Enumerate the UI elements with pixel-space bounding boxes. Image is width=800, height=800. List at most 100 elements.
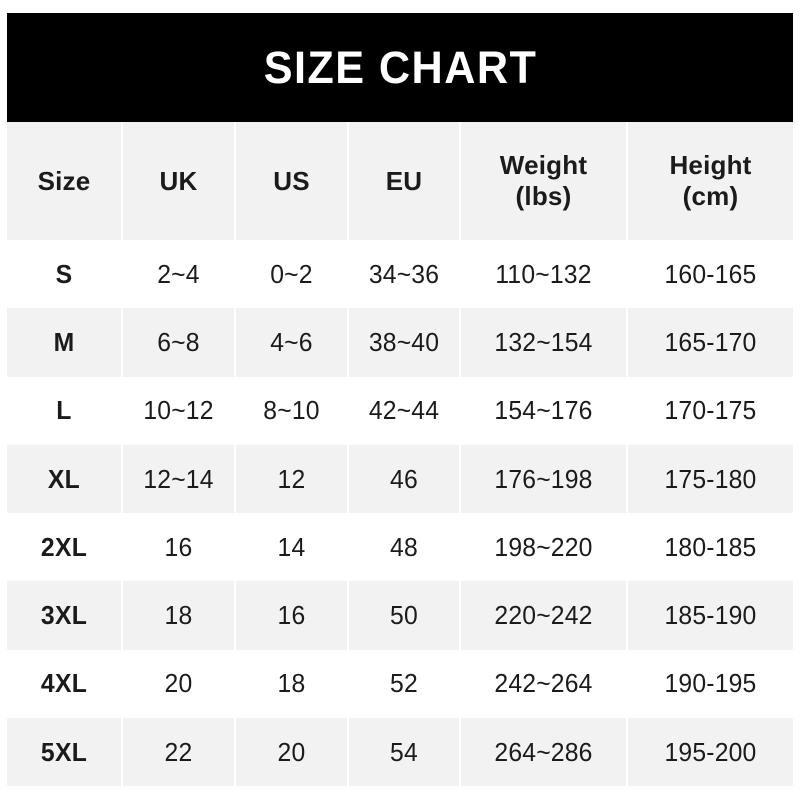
cell-value: 52	[390, 668, 418, 699]
table-row: XL 12~14 12 46 176~198 175-180	[7, 444, 793, 514]
cell-us: 4~6	[235, 308, 349, 377]
cell-value: 22	[164, 736, 193, 767]
cell-us: 12	[235, 444, 349, 514]
cell-value: 220~242	[494, 600, 593, 631]
cell-eu: 46	[348, 444, 461, 514]
cell-weight: 198~220	[460, 513, 628, 582]
cell-value: 160-165	[664, 258, 757, 289]
column-header-uk: UK	[122, 122, 236, 240]
cell-uk: 20	[122, 649, 236, 719]
cell-value: 12~14	[143, 463, 214, 494]
cell-us: 16	[235, 581, 349, 650]
cell-uk: 2~4	[122, 240, 236, 309]
cell-weight: 154~176	[460, 376, 628, 445]
cell-uk: 10~12	[122, 376, 236, 445]
cell-eu: 52	[348, 649, 461, 719]
cell-eu: 54	[348, 718, 461, 787]
cell-size-label: L	[7, 376, 123, 445]
cell-value: 154~176	[494, 395, 593, 426]
cell-value: 3XL	[40, 600, 88, 631]
cell-eu: 38~40	[348, 308, 461, 377]
cell-weight: 132~154	[460, 308, 628, 377]
table-row: 5XL 22 20 54 264~286 195-200	[7, 718, 793, 787]
table-row: S 2~4 0~2 34~36 110~132 160-165	[7, 240, 793, 309]
cell-value: 6~8	[157, 326, 200, 357]
cell-weight: 110~132	[460, 240, 628, 309]
cell-us: 14	[235, 513, 349, 582]
cell-value: 264~286	[494, 736, 593, 767]
cell-height: 160-165	[627, 240, 793, 308]
cell-value: 5XL	[40, 736, 88, 767]
table-row: L 10~12 8~10 42~44 154~176 170-175	[7, 376, 793, 445]
cell-uk: 6~8	[122, 308, 236, 377]
table-head: Size UK US EU Weight (lbs) Height (cm)	[7, 122, 793, 240]
cell-value: 18	[164, 600, 193, 631]
cell-eu: 34~36	[348, 240, 461, 309]
table-row: M 6~8 4~6 38~40 132~154 165-170	[7, 308, 793, 377]
cell-size-label: 4XL	[7, 649, 123, 719]
cell-uk: 16	[122, 513, 236, 582]
cell-value: 34~36	[368, 258, 440, 289]
table-row: 4XL 20 18 52 242~264 190-195	[7, 649, 793, 719]
cell-size-label: S	[7, 240, 123, 309]
cell-us: 20	[235, 718, 349, 787]
table-header-row: Size UK US EU Weight (lbs) Height (cm)	[7, 122, 793, 240]
cell-value: 195-200	[664, 736, 757, 767]
cell-weight: 220~242	[460, 581, 628, 650]
cell-size-label: 5XL	[7, 718, 123, 787]
cell-value: 165-170	[664, 326, 757, 357]
column-header-label: Height	[669, 150, 752, 181]
cell-value: 0~2	[270, 258, 313, 289]
cell-uk: 12~14	[122, 444, 236, 514]
table-body: S 2~4 0~2 34~36 110~132 160-165 M 6~8 4~6 38~40 13…	[7, 240, 793, 787]
cell-weight: 242~264	[460, 649, 628, 719]
size-chart-card: SIZE CHART Size UK US EU Weight (lbs) Height (c…	[7, 13, 793, 787]
cell-height: 190-195	[627, 650, 793, 718]
cell-value: 170-175	[664, 395, 757, 426]
cell-value: 198~220	[494, 531, 593, 562]
column-header-label: UK	[159, 165, 198, 196]
column-header-label: US	[273, 165, 310, 196]
cell-height: 195-200	[627, 718, 793, 786]
page-title: SIZE CHART	[263, 42, 537, 93]
cell-us: 0~2	[235, 240, 349, 309]
cell-height: 180-185	[627, 513, 793, 581]
cell-value: 50	[390, 600, 418, 631]
cell-value: 176~198	[494, 463, 593, 494]
cell-weight: 176~198	[460, 444, 628, 514]
cell-value: M	[53, 326, 75, 357]
column-header-unit: (cm)	[682, 181, 739, 211]
cell-value: L	[56, 395, 72, 426]
cell-value: 185-190	[664, 600, 757, 631]
cell-value: 54	[390, 736, 418, 767]
column-header-label: EU	[385, 165, 423, 196]
cell-value: 46	[390, 463, 418, 494]
cell-height: 175-180	[627, 445, 793, 513]
size-chart-table: Size UK US EU Weight (lbs) Height (cm) S 2~4 0~2 3…	[7, 122, 793, 787]
column-header-unit: (lbs)	[515, 181, 572, 211]
cell-weight: 264~286	[460, 718, 628, 787]
cell-eu: 42~44	[348, 376, 461, 445]
cell-value: XL	[47, 463, 81, 494]
cell-us: 8~10	[235, 376, 349, 445]
table-row: 2XL 16 14 48 198~220 180-185	[7, 513, 793, 582]
column-header-label: Weight	[499, 150, 588, 181]
cell-uk: 18	[122, 581, 236, 650]
cell-size-label: 3XL	[7, 581, 123, 650]
cell-value: 110~132	[495, 258, 592, 289]
cell-value: 16	[277, 600, 306, 631]
cell-value: 4~6	[270, 326, 313, 357]
cell-value: 48	[390, 531, 418, 562]
column-header-height: Height (cm)	[627, 122, 793, 240]
cell-value: 38~40	[368, 326, 440, 357]
cell-value: 10~12	[143, 395, 214, 426]
cell-value: 8~10	[263, 395, 320, 426]
cell-value: 175-180	[664, 463, 757, 494]
cell-value: 242~264	[494, 668, 593, 699]
cell-value: 2~4	[157, 258, 200, 289]
column-header-weight: Weight (lbs)	[460, 122, 628, 240]
cell-height: 170-175	[627, 377, 793, 445]
cell-value: 190-195	[664, 668, 757, 699]
cell-value: 2XL	[40, 531, 88, 562]
cell-height: 165-170	[627, 308, 793, 376]
